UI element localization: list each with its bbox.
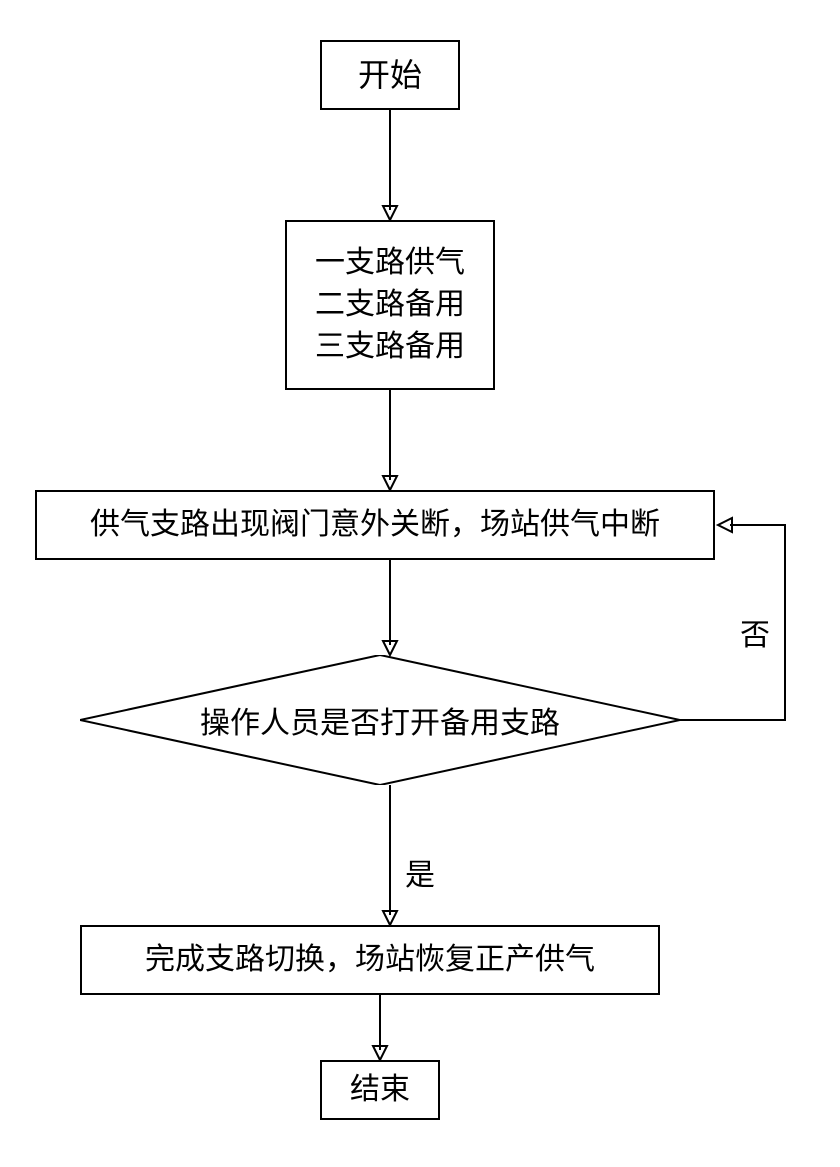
valve-fault-text: 供气支路出现阀门意外关断，场站供气中断: [90, 504, 660, 546]
start-node: 开始: [320, 40, 460, 110]
yes-label: 是: [405, 850, 435, 894]
arrow-2: [380, 390, 400, 492]
end-text: 结束: [350, 1069, 410, 1111]
branches-text: 一支路供气 二支路备用 三支路备用: [315, 242, 465, 368]
complete-text: 完成支路切换，场站恢复正产供气: [145, 939, 595, 981]
end-node: 结束: [320, 1060, 440, 1120]
decision-text: 操作人员是否打开备用支路: [200, 698, 560, 742]
no-label: 否: [740, 610, 770, 654]
arrow-5: [370, 995, 390, 1062]
branches-node: 一支路供气 二支路备用 三支路备用: [285, 220, 495, 390]
arrow-yes: [380, 785, 400, 927]
arrow-3: [380, 560, 400, 657]
complete-node: 完成支路切换，场站恢复正产供气: [80, 925, 660, 995]
arrow-1: [380, 110, 400, 222]
valve-fault-node: 供气支路出现阀门意外关断，场站供气中断: [35, 490, 715, 560]
start-text: 开始: [358, 53, 422, 98]
decision-node: 操作人员是否打开备用支路: [80, 655, 680, 785]
